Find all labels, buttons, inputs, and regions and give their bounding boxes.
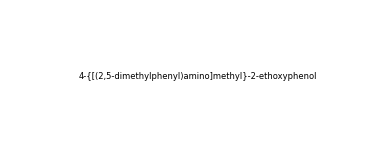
Text: 4-{[(2,5-dimethylphenyl)amino]methyl}-2-ethoxyphenol: 4-{[(2,5-dimethylphenyl)amino]methyl}-2-…	[79, 72, 317, 81]
